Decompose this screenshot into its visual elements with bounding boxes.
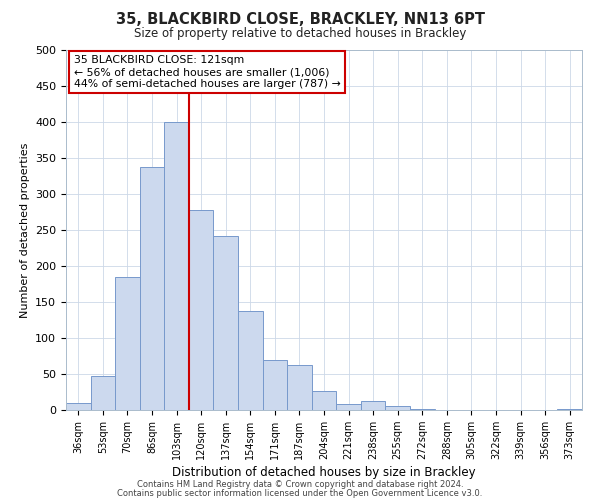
Bar — [385, 406, 410, 410]
Bar — [557, 408, 582, 410]
Bar — [336, 404, 361, 410]
Text: Contains public sector information licensed under the Open Government Licence v3: Contains public sector information licen… — [118, 488, 482, 498]
Bar — [189, 210, 214, 410]
Bar — [140, 166, 164, 410]
Bar — [287, 366, 312, 410]
Bar — [312, 392, 336, 410]
Bar — [410, 408, 434, 410]
Bar — [214, 236, 238, 410]
Text: 35 BLACKBIRD CLOSE: 121sqm
← 56% of detached houses are smaller (1,006)
44% of s: 35 BLACKBIRD CLOSE: 121sqm ← 56% of deta… — [74, 56, 340, 88]
X-axis label: Distribution of detached houses by size in Brackley: Distribution of detached houses by size … — [172, 466, 476, 479]
Bar — [66, 403, 91, 410]
Text: Size of property relative to detached houses in Brackley: Size of property relative to detached ho… — [134, 28, 466, 40]
Bar — [164, 122, 189, 410]
Bar — [91, 376, 115, 410]
Bar — [115, 277, 140, 410]
Bar — [238, 312, 263, 410]
Bar — [361, 402, 385, 410]
Text: Contains HM Land Registry data © Crown copyright and database right 2024.: Contains HM Land Registry data © Crown c… — [137, 480, 463, 489]
Text: 35, BLACKBIRD CLOSE, BRACKLEY, NN13 6PT: 35, BLACKBIRD CLOSE, BRACKLEY, NN13 6PT — [115, 12, 485, 28]
Y-axis label: Number of detached properties: Number of detached properties — [20, 142, 29, 318]
Bar — [263, 360, 287, 410]
